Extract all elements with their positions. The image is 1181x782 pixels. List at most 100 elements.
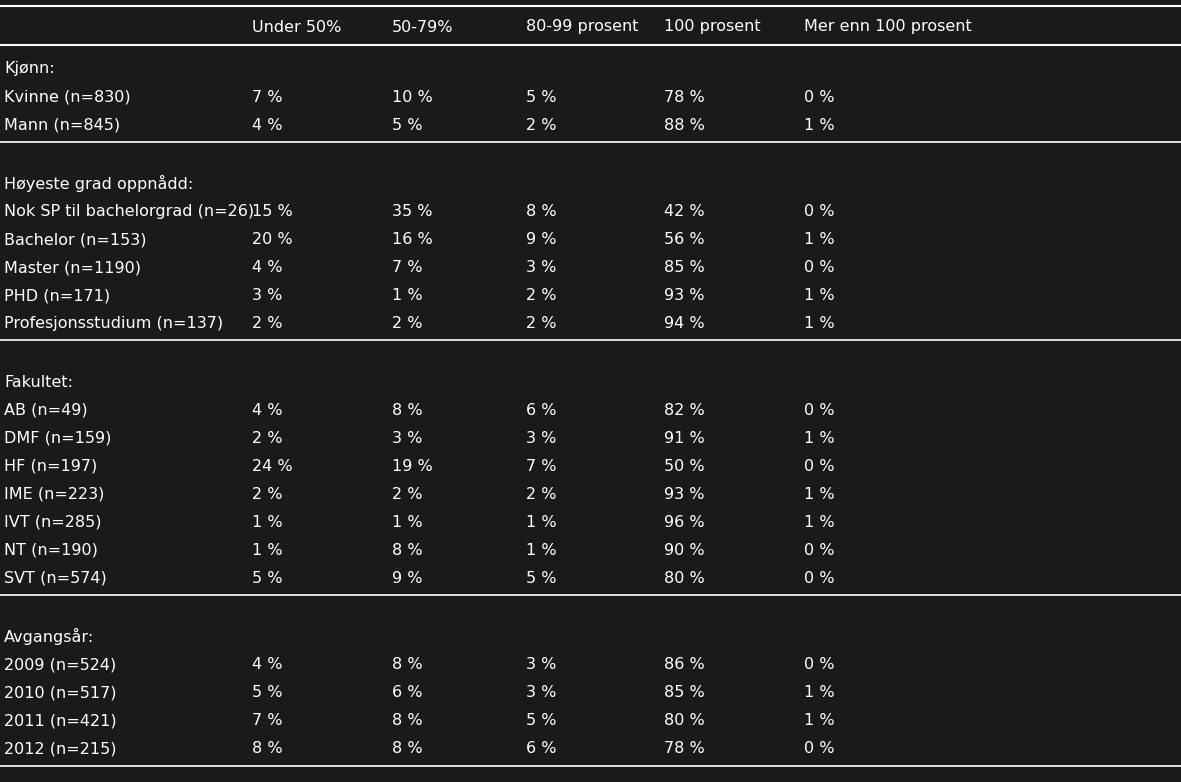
- Text: 0 %: 0 %: [804, 403, 835, 418]
- Text: 4 %: 4 %: [252, 403, 282, 418]
- Text: 82 %: 82 %: [664, 403, 705, 418]
- Text: 7 %: 7 %: [526, 459, 556, 474]
- Text: NT (n=190): NT (n=190): [4, 543, 98, 558]
- Text: SVT (n=574): SVT (n=574): [4, 571, 106, 586]
- Text: 56 %: 56 %: [664, 232, 705, 247]
- Text: 2 %: 2 %: [526, 288, 556, 303]
- Text: 7 %: 7 %: [252, 89, 282, 105]
- Text: Avgangsår:: Avgangsår:: [4, 628, 94, 645]
- Text: 88 %: 88 %: [664, 117, 705, 132]
- Text: Master (n=1190): Master (n=1190): [4, 260, 141, 275]
- Text: 1 %: 1 %: [804, 486, 835, 502]
- Text: 1 %: 1 %: [804, 117, 835, 132]
- Text: 1 %: 1 %: [392, 288, 423, 303]
- Text: 85 %: 85 %: [664, 685, 705, 701]
- Text: Profesjonsstudium (n=137): Profesjonsstudium (n=137): [4, 316, 223, 331]
- Text: 1 %: 1 %: [392, 515, 423, 529]
- Text: 2 %: 2 %: [252, 316, 282, 331]
- Text: 6 %: 6 %: [526, 741, 556, 756]
- Text: 1 %: 1 %: [804, 288, 835, 303]
- Text: 8 %: 8 %: [392, 713, 423, 728]
- Text: 85 %: 85 %: [664, 260, 705, 275]
- Text: 0 %: 0 %: [804, 260, 835, 275]
- Text: 78 %: 78 %: [664, 89, 705, 105]
- Text: 5 %: 5 %: [526, 571, 556, 586]
- Text: Kjønn:: Kjønn:: [4, 62, 54, 77]
- Text: 0 %: 0 %: [804, 543, 835, 558]
- Text: 15 %: 15 %: [252, 204, 293, 219]
- Text: 5 %: 5 %: [252, 571, 282, 586]
- Text: 50-79%: 50-79%: [392, 20, 454, 34]
- Text: 0 %: 0 %: [804, 571, 835, 586]
- Text: 2 %: 2 %: [392, 486, 423, 502]
- Text: 2 %: 2 %: [526, 316, 556, 331]
- Text: 1 %: 1 %: [804, 431, 835, 446]
- Text: 2 %: 2 %: [392, 316, 423, 331]
- Text: 7 %: 7 %: [392, 260, 423, 275]
- Text: 5 %: 5 %: [392, 117, 423, 132]
- Text: 10 %: 10 %: [392, 89, 432, 105]
- Text: 2011 (n=421): 2011 (n=421): [4, 713, 117, 728]
- Text: 8 %: 8 %: [392, 658, 423, 673]
- Text: 5 %: 5 %: [526, 713, 556, 728]
- Text: 1 %: 1 %: [252, 543, 282, 558]
- Text: 96 %: 96 %: [664, 515, 705, 529]
- Text: 1 %: 1 %: [804, 713, 835, 728]
- Text: 1 %: 1 %: [252, 515, 282, 529]
- Text: 8 %: 8 %: [392, 543, 423, 558]
- Text: 24 %: 24 %: [252, 459, 293, 474]
- Text: 2 %: 2 %: [526, 486, 556, 502]
- Text: 0 %: 0 %: [804, 89, 835, 105]
- Text: IME (n=223): IME (n=223): [4, 486, 104, 502]
- Text: 1 %: 1 %: [804, 232, 835, 247]
- Text: 0 %: 0 %: [804, 741, 835, 756]
- Text: 80 %: 80 %: [664, 571, 705, 586]
- Text: 1 %: 1 %: [804, 515, 835, 529]
- Text: Under 50%: Under 50%: [252, 20, 341, 34]
- Text: 9 %: 9 %: [526, 232, 556, 247]
- Text: 35 %: 35 %: [392, 204, 432, 219]
- Text: 8 %: 8 %: [392, 403, 423, 418]
- Text: 1 %: 1 %: [526, 515, 556, 529]
- Text: 93 %: 93 %: [664, 486, 705, 502]
- Text: AB (n=49): AB (n=49): [4, 403, 87, 418]
- Text: 8 %: 8 %: [526, 204, 556, 219]
- Text: 2009 (n=524): 2009 (n=524): [4, 658, 116, 673]
- Text: 3 %: 3 %: [526, 685, 556, 701]
- Text: 93 %: 93 %: [664, 288, 705, 303]
- Text: Kvinne (n=830): Kvinne (n=830): [4, 89, 131, 105]
- Text: IVT (n=285): IVT (n=285): [4, 515, 102, 529]
- Text: 1 %: 1 %: [804, 685, 835, 701]
- Text: 2 %: 2 %: [252, 486, 282, 502]
- Text: Mann (n=845): Mann (n=845): [4, 117, 120, 132]
- Text: 3 %: 3 %: [526, 431, 556, 446]
- Text: 2010 (n=517): 2010 (n=517): [4, 685, 117, 701]
- Text: 3 %: 3 %: [526, 260, 556, 275]
- Text: DMF (n=159): DMF (n=159): [4, 431, 111, 446]
- Text: 3 %: 3 %: [392, 431, 423, 446]
- Text: 0 %: 0 %: [804, 459, 835, 474]
- Text: 50 %: 50 %: [664, 459, 705, 474]
- Text: HF (n=197): HF (n=197): [4, 459, 97, 474]
- Text: 4 %: 4 %: [252, 260, 282, 275]
- Text: 100 prosent: 100 prosent: [664, 20, 761, 34]
- Text: 1 %: 1 %: [526, 543, 556, 558]
- Text: 2012 (n=215): 2012 (n=215): [4, 741, 117, 756]
- Text: 8 %: 8 %: [252, 741, 282, 756]
- Text: 5 %: 5 %: [526, 89, 556, 105]
- Text: 4 %: 4 %: [252, 117, 282, 132]
- Text: 8 %: 8 %: [392, 741, 423, 756]
- Text: 1 %: 1 %: [804, 316, 835, 331]
- Text: 19 %: 19 %: [392, 459, 432, 474]
- Text: 2 %: 2 %: [252, 431, 282, 446]
- Text: 91 %: 91 %: [664, 431, 705, 446]
- Text: 94 %: 94 %: [664, 316, 705, 331]
- Text: PHD (n=171): PHD (n=171): [4, 288, 110, 303]
- Text: 78 %: 78 %: [664, 741, 705, 756]
- Text: 90 %: 90 %: [664, 543, 705, 558]
- Text: 2 %: 2 %: [526, 117, 556, 132]
- Text: 16 %: 16 %: [392, 232, 432, 247]
- Text: Nok SP til bachelorgrad (n=26): Nok SP til bachelorgrad (n=26): [4, 204, 254, 219]
- Text: 9 %: 9 %: [392, 571, 423, 586]
- Text: 20 %: 20 %: [252, 232, 293, 247]
